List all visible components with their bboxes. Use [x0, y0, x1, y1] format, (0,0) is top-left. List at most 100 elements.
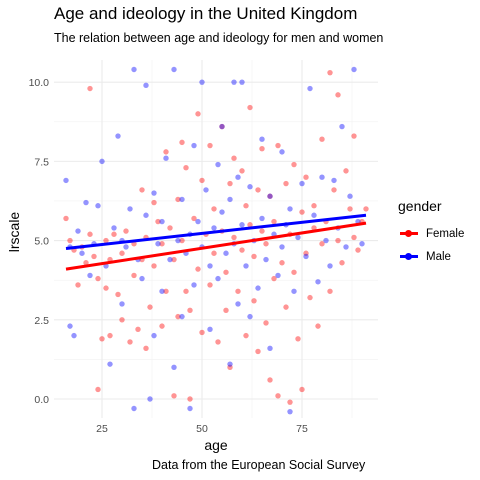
point-female — [267, 193, 273, 199]
legend-key-female — [398, 225, 420, 242]
point-female — [243, 203, 249, 209]
legend-label-male: Male — [426, 250, 451, 263]
point-male — [243, 263, 249, 269]
point-female — [83, 260, 89, 266]
point-male — [263, 256, 269, 263]
point-female — [271, 275, 277, 282]
point-male — [127, 206, 133, 212]
point-female — [315, 323, 321, 329]
fit-line-female — [65, 221, 367, 271]
point-female — [135, 326, 141, 332]
point-female — [259, 146, 265, 152]
point-female — [207, 282, 213, 288]
point-male — [267, 193, 273, 199]
point-female — [163, 288, 169, 294]
point-female — [103, 237, 109, 244]
point-female — [195, 111, 201, 117]
point-male — [275, 272, 281, 279]
legend-dot-female — [405, 230, 412, 237]
grid-lines — [54, 60, 378, 418]
point-male — [99, 158, 105, 165]
point-female — [155, 218, 161, 225]
point-male — [159, 288, 165, 294]
point-female — [191, 215, 197, 222]
y-tick-label: 2.5 — [34, 315, 49, 327]
point-male — [247, 313, 253, 320]
point-male — [75, 228, 81, 234]
point-female — [331, 187, 337, 193]
point-female — [255, 187, 261, 193]
point-male — [151, 332, 157, 339]
point-female — [199, 177, 205, 184]
point-female — [327, 69, 333, 76]
point-female — [91, 253, 97, 260]
x-tick-label: 50 — [196, 423, 208, 435]
point-female — [127, 339, 133, 345]
point-male — [351, 66, 357, 73]
point-male — [95, 203, 101, 209]
point-male — [139, 275, 145, 282]
point-female — [227, 180, 233, 187]
point-female — [339, 260, 345, 266]
point-female — [271, 218, 277, 225]
point-male — [179, 313, 185, 320]
legend-dot-male — [405, 253, 412, 260]
point-male — [359, 241, 365, 247]
point-male — [267, 345, 273, 352]
point-female — [167, 225, 173, 231]
point-female — [291, 161, 297, 168]
point-male — [123, 244, 129, 250]
x-tick-label: 75 — [296, 423, 308, 435]
point-female — [143, 345, 149, 352]
point-male — [115, 133, 121, 139]
point-male — [319, 174, 325, 180]
point-male — [347, 193, 353, 199]
point-male — [83, 199, 89, 206]
point-female — [303, 250, 309, 256]
point-female — [119, 317, 125, 323]
point-female — [283, 180, 289, 187]
point-male — [303, 253, 309, 260]
point-male — [143, 212, 149, 218]
point-female — [183, 165, 189, 171]
point-male — [79, 250, 85, 256]
point-female — [87, 231, 93, 237]
point-female — [159, 323, 165, 329]
point-male — [207, 263, 213, 269]
point-male — [231, 79, 237, 85]
point-female — [119, 250, 125, 256]
point-female — [171, 256, 177, 263]
point-female — [351, 234, 357, 241]
point-female — [235, 288, 241, 294]
point-female — [259, 228, 265, 234]
point-male — [119, 301, 125, 307]
point-female — [239, 168, 245, 174]
point-female — [251, 298, 257, 304]
point-male — [175, 237, 181, 244]
point-female — [131, 272, 137, 279]
point-female — [291, 269, 297, 275]
point-female — [299, 209, 305, 215]
point-male — [87, 272, 93, 279]
point-female — [115, 291, 121, 298]
point-female — [223, 307, 229, 313]
point-male — [295, 234, 301, 241]
point-female — [263, 241, 269, 247]
point-male — [279, 149, 285, 155]
point-female — [287, 399, 293, 405]
point-male — [343, 244, 349, 250]
point-female — [307, 294, 313, 301]
point-female — [295, 336, 301, 342]
point-female — [103, 285, 109, 291]
point-female — [183, 288, 189, 294]
point-female — [363, 206, 369, 212]
chart-subtitle: The relation between age and ideology fo… — [54, 31, 384, 45]
point-female — [179, 139, 185, 146]
point-female — [303, 174, 309, 180]
point-female — [347, 206, 353, 212]
point-female — [319, 241, 325, 247]
point-female — [343, 168, 349, 174]
point-male — [331, 177, 337, 184]
y-tick-label: 5.0 — [34, 236, 49, 248]
point-female — [335, 237, 341, 244]
